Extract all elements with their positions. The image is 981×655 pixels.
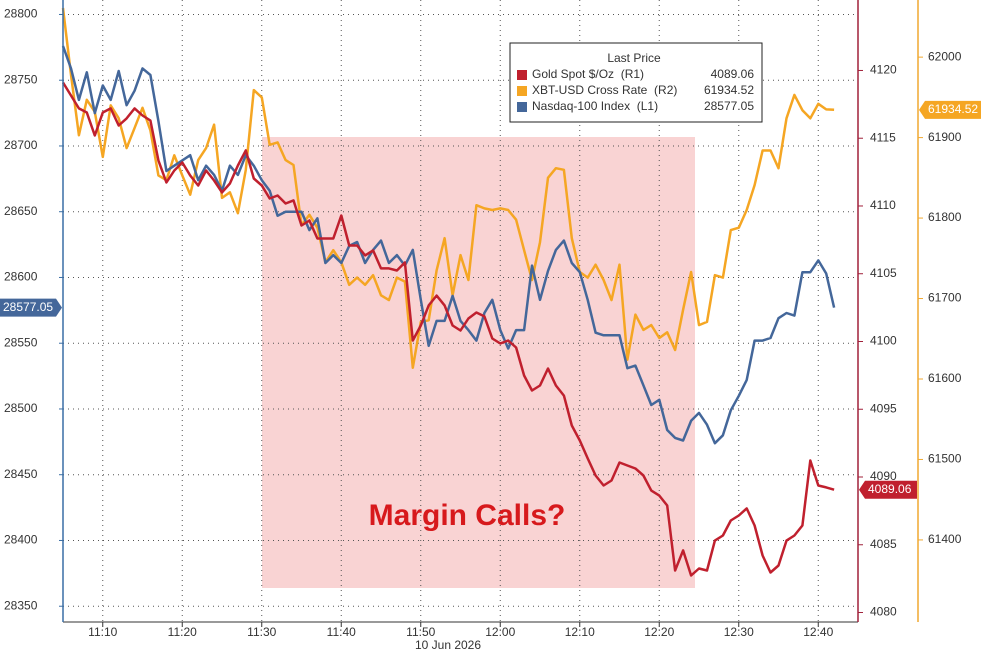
legend-value: 4089.06	[711, 67, 755, 81]
y-tick-label: 28500	[4, 401, 38, 415]
last-value-tag	[919, 100, 981, 119]
y2-tick-label: 4105	[870, 266, 897, 280]
y3-tick-label: 61800	[928, 210, 962, 224]
legend-swatch	[517, 86, 527, 96]
y3-tick-label: 61500	[928, 452, 962, 466]
x-axis-label: 10 Jun 2026	[415, 638, 481, 652]
last-value-tag	[0, 298, 62, 317]
legend-title: Last Price	[607, 51, 661, 65]
y3-tick-label: 61400	[928, 532, 962, 546]
x-tick-label: 11:10	[88, 625, 117, 639]
x-tick-label: 11:20	[168, 625, 197, 639]
legend-label: Gold Spot $/Oz (R1)	[532, 67, 644, 81]
y-tick-label: 28450	[4, 467, 38, 481]
y-tick-label: 28750	[4, 72, 38, 86]
x-tick-label: 12:00	[485, 625, 515, 639]
x-tick-label: 12:10	[565, 625, 595, 639]
y2-tick-label: 4110	[870, 198, 896, 212]
y2-tick-label: 4115	[870, 130, 896, 144]
y-tick-label: 28600	[4, 270, 38, 284]
x-tick-label: 12:40	[803, 625, 833, 639]
y-tick-label: 28700	[4, 138, 38, 152]
y3-tick-label: 61900	[928, 130, 962, 144]
legend-label: Nasdaq-100 Index (L1)	[532, 99, 658, 113]
series-line	[61, 7, 835, 369]
y2-tick-label: 4100	[870, 334, 897, 348]
y-tick-label: 28350	[4, 598, 38, 612]
legend-label: XBT-USD Cross Rate (R2)	[532, 83, 677, 97]
y3-tick-label: 61700	[928, 291, 962, 305]
x-tick-label: 11:50	[406, 625, 435, 639]
y-tick-label: 28800	[4, 7, 38, 21]
y2-tick-label: 4120	[870, 63, 897, 77]
series-line	[61, 45, 836, 445]
y-tick-label: 28650	[4, 204, 38, 218]
y3-tick-label: 61600	[928, 371, 962, 385]
y3-tick-label: 62000	[928, 49, 962, 63]
y-tick-label: 28400	[4, 533, 38, 547]
y2-tick-label: 4090	[870, 469, 897, 483]
x-tick-label: 11:40	[327, 625, 356, 639]
last-value-label: 28577.05	[3, 300, 53, 314]
legend-box	[509, 42, 763, 123]
legend-swatch	[517, 102, 527, 112]
y2-tick-label: 4095	[870, 401, 897, 415]
y2-tick-label: 4080	[870, 605, 897, 619]
legend-swatch	[517, 70, 527, 80]
legend-value: 61934.52	[704, 83, 754, 97]
last-value-label: 4089.06	[868, 482, 912, 496]
x-tick-label: 12:30	[724, 625, 754, 639]
x-tick-label: 11:30	[247, 625, 276, 639]
annotation: Margin Calls?	[369, 499, 566, 532]
last-value-tag	[859, 480, 917, 499]
series-line	[61, 81, 835, 577]
y2-tick-label: 4085	[870, 537, 897, 551]
legend-value: 28577.05	[704, 99, 754, 113]
y-tick-label: 28550	[4, 335, 38, 349]
last-value-label: 61934.52	[928, 102, 978, 116]
x-tick-label: 12:20	[644, 625, 674, 639]
